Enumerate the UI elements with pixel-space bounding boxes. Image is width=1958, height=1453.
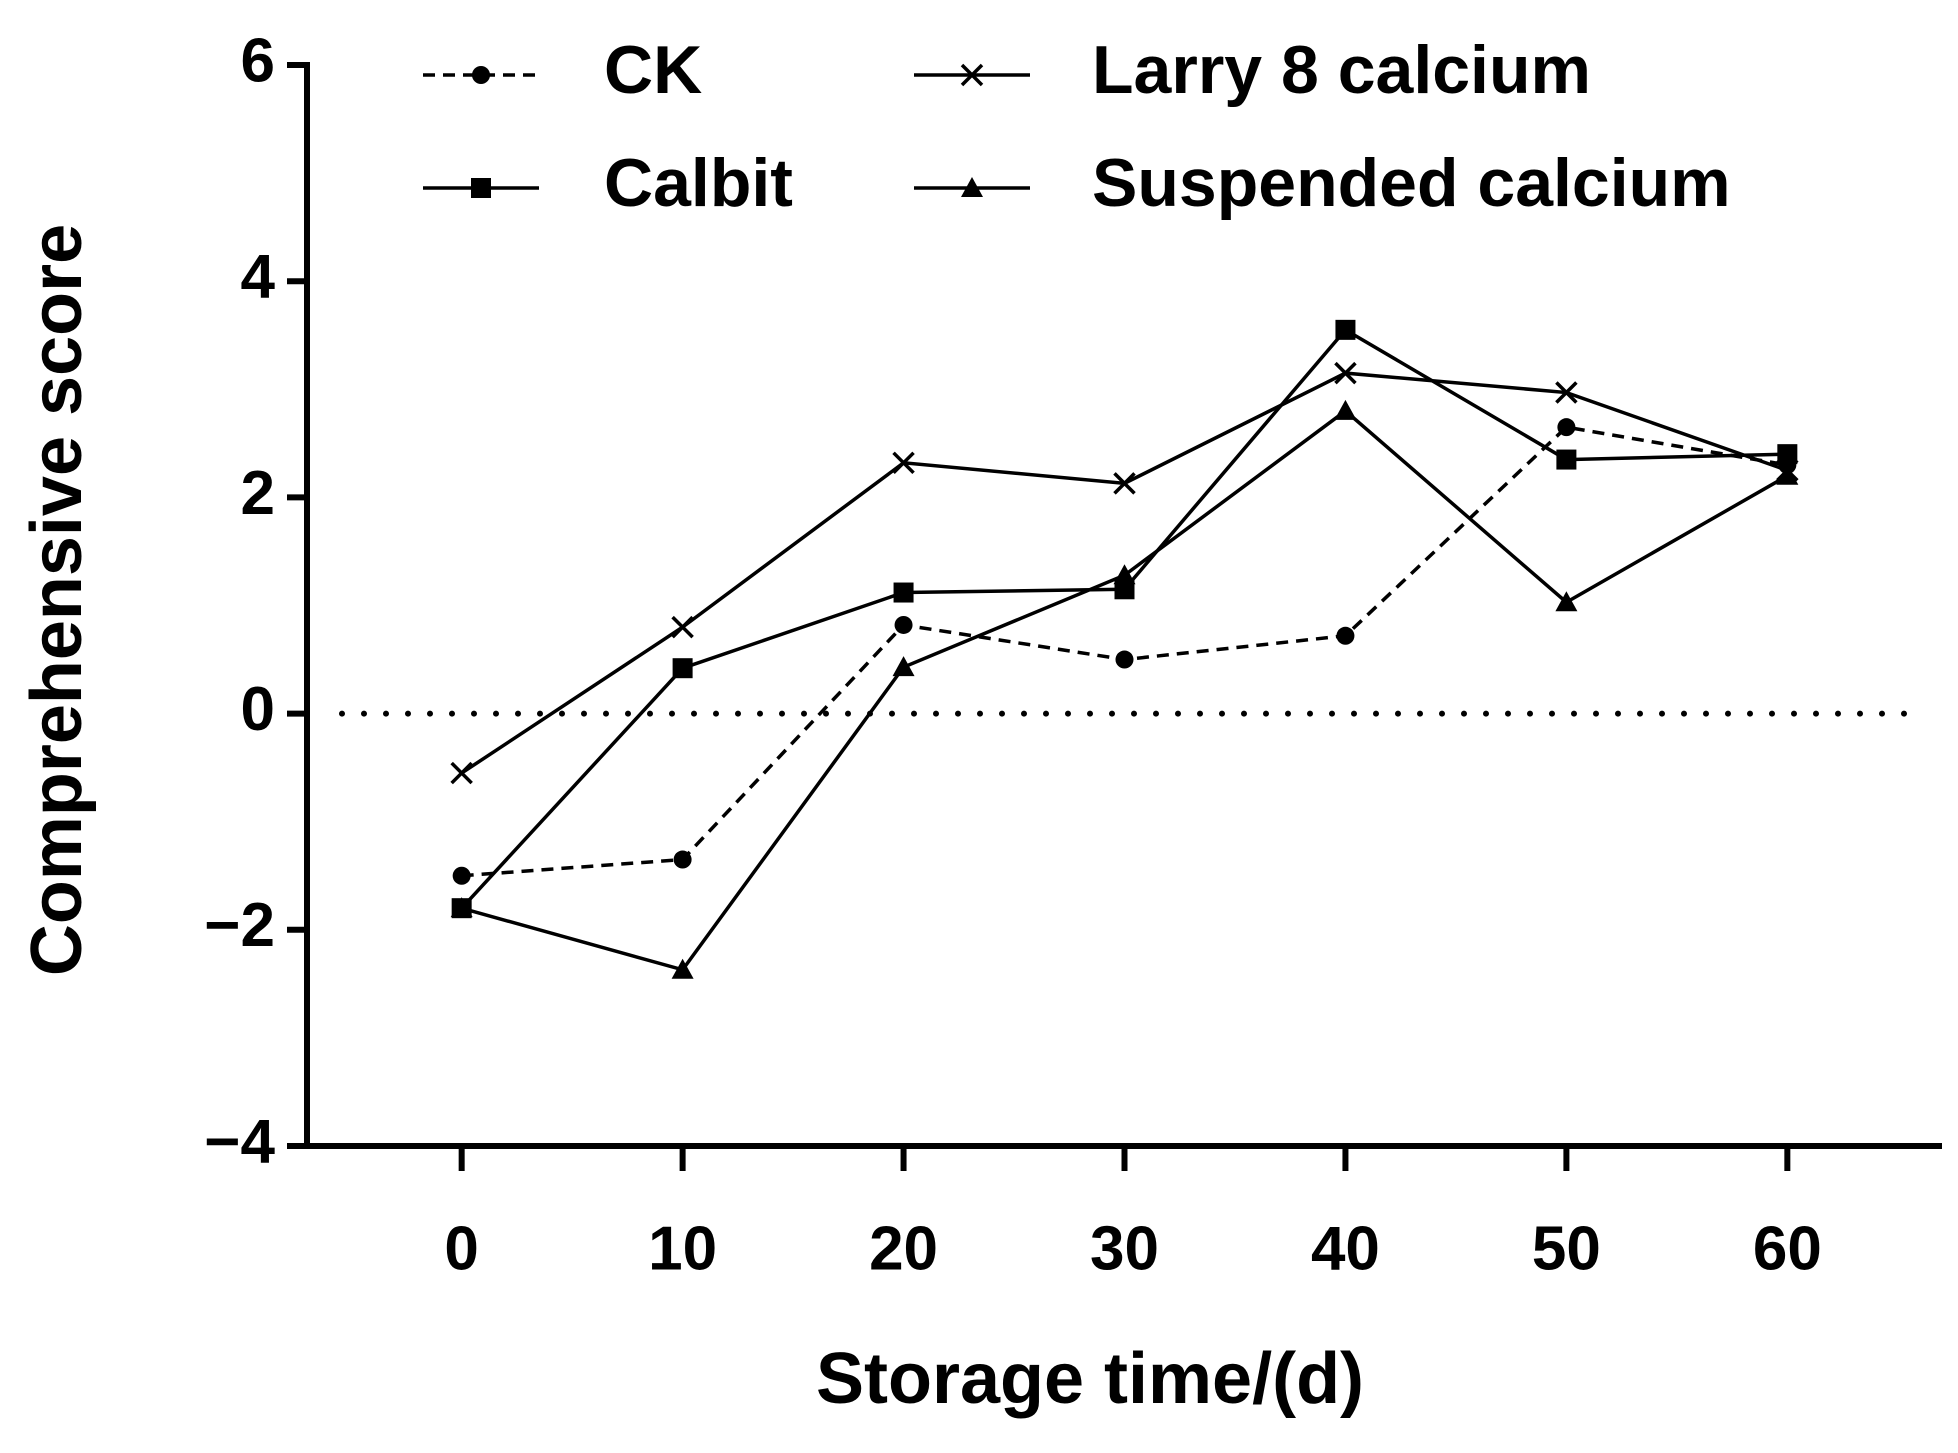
point <box>1113 564 1136 585</box>
x-tick-label: 10 <box>648 1214 717 1283</box>
y-tick-label: 0 <box>241 675 275 744</box>
series-line <box>460 327 1788 910</box>
point <box>1336 626 1355 645</box>
legend-marker <box>472 66 490 84</box>
point <box>450 761 473 785</box>
x-tick-label: 0 <box>444 1214 478 1283</box>
y-tick-label: 2 <box>241 459 275 528</box>
y-tick-label: 4 <box>241 243 276 312</box>
point <box>892 451 915 475</box>
point <box>1777 444 1798 465</box>
x-tick-label: 50 <box>1532 1214 1601 1283</box>
legend-label: Larry 8 calcium <box>1092 32 1591 108</box>
point <box>671 615 694 639</box>
point <box>892 656 915 677</box>
legend-marker <box>471 178 491 198</box>
y-tick-label: 6 <box>241 26 275 95</box>
legend-marker <box>961 177 983 197</box>
x-tick-label: 60 <box>1753 1214 1822 1283</box>
point <box>893 582 914 603</box>
x-tick-label: 30 <box>1090 1214 1159 1283</box>
point <box>1555 591 1578 612</box>
legend-label: Calbit <box>604 145 793 221</box>
legend-label: Suspended calcium <box>1092 145 1731 221</box>
legend-label: CK <box>604 32 702 108</box>
point <box>1335 319 1356 340</box>
point <box>673 850 692 869</box>
point <box>672 658 693 679</box>
point <box>1114 579 1135 600</box>
y-tick-label: −2 <box>204 891 275 960</box>
y-axis-label: Comprehensive score <box>17 224 97 976</box>
point <box>1334 361 1357 385</box>
point <box>450 897 473 918</box>
point <box>452 866 471 885</box>
point <box>671 958 694 979</box>
point <box>1556 449 1577 470</box>
legend-marker <box>960 63 984 87</box>
point <box>1113 472 1136 495</box>
point <box>1115 650 1134 669</box>
y-tick-label: −4 <box>204 1107 275 1176</box>
x-tick-label: 20 <box>869 1214 938 1283</box>
point <box>1555 381 1578 404</box>
point <box>1557 418 1576 437</box>
point <box>894 615 913 634</box>
x-tick-label: 40 <box>1311 1214 1380 1283</box>
point <box>1776 464 1799 485</box>
x-axis-label: Storage time/(d) <box>816 1339 1364 1419</box>
point <box>1334 399 1357 420</box>
